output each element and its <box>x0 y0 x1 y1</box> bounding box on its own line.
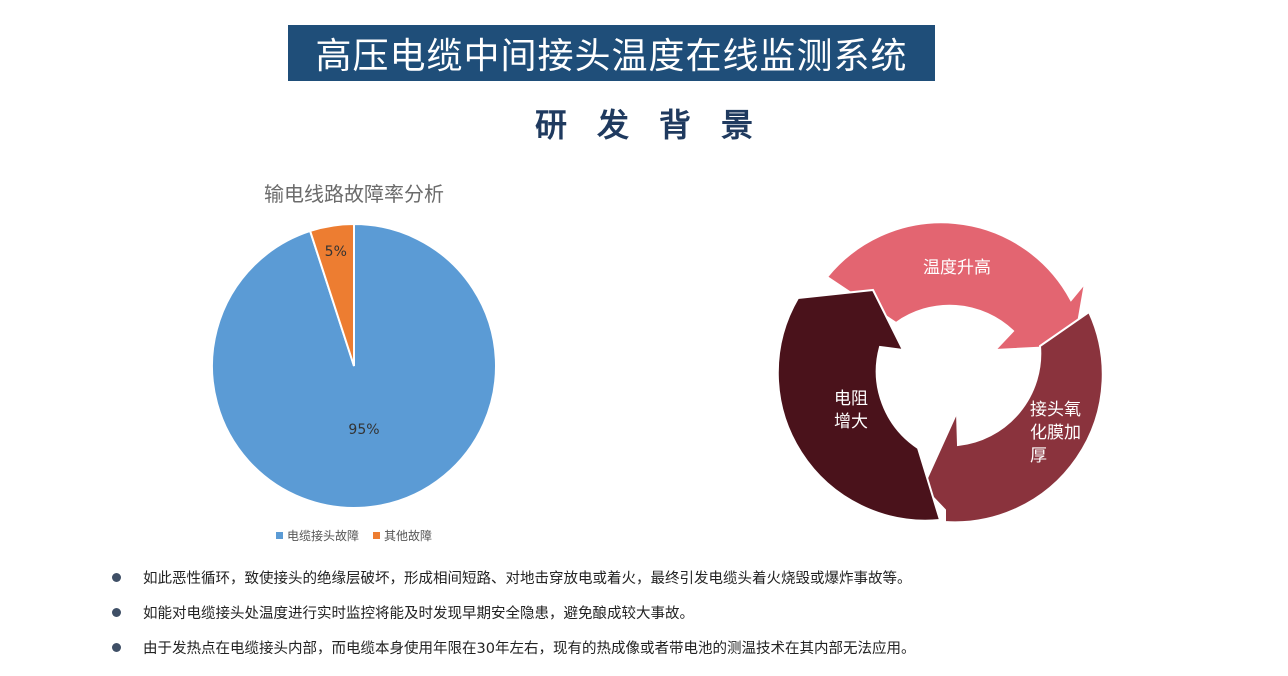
section-subtitle: 研发背景 <box>534 106 783 144</box>
cycle-segment-temperature-rise <box>825 221 1087 352</box>
pie-data-label: 95% <box>348 422 379 438</box>
bullet-item: 如能对电缆接头处温度进行实时监控将能及时发现早期安全隐患，避免酿成较大事故。 <box>112 602 694 623</box>
bullet-text: 如能对电缆接头处温度进行实时监控将能及时发现早期安全隐患，避免酿成较大事故。 <box>143 606 694 622</box>
legend-item-cable-joint: 电缆接头故障 <box>276 527 359 544</box>
cycle-label-oxide-film: 接头氧化膜加厚 <box>1030 400 1081 466</box>
chart-legend: 电缆接头故障 其他故障 <box>276 527 432 544</box>
cycle-label-temperature-rise: 温度升高 <box>923 258 991 278</box>
chart-title: 输电线路故障率分析 <box>264 182 444 206</box>
page-title: 高压电缆中间接头温度在线监测系统 <box>288 25 935 81</box>
bullet-item: 由于发热点在电缆接头内部，而电缆本身使用年限在30年左右，现有的热成像或者带电池… <box>112 637 915 658</box>
bullet-text: 由于发热点在电缆接头内部，而电缆本身使用年限在30年左右，现有的热成像或者带电池… <box>143 641 916 657</box>
legend-item-other: 其他故障 <box>373 527 432 544</box>
legend-swatch <box>276 532 283 539</box>
cycle-segment-resistance-increase <box>776 288 942 522</box>
bullet-item: 如此恶性循环，致使接头的绝缘层破坏，形成相间短路、对地击穿放电或着火，最终引发电… <box>112 567 912 588</box>
legend-label: 其他故障 <box>384 529 433 543</box>
bullet-dot <box>112 608 121 617</box>
bullet-dot <box>112 643 121 652</box>
legend-label: 电缆接头故障 <box>287 529 360 543</box>
cycle-segment-oxide-film <box>921 310 1104 524</box>
legend-swatch <box>373 532 381 539</box>
pie-chart: 95% 5% <box>211 222 497 509</box>
bullet-dot <box>112 573 121 582</box>
bullet-text: 如此恶性循环，致使接头的绝缘层破坏，形成相间短路、对地击穿放电或着火，最终引发电… <box>143 571 912 587</box>
cycle-diagram: 温度升高 接头氧化膜加厚 电阻增大 <box>776 221 1104 524</box>
cycle-label-resistance-increase: 电阻增大 <box>834 389 868 432</box>
pie-data-label: 5% <box>325 244 347 260</box>
pie-slice-other <box>308 222 355 367</box>
